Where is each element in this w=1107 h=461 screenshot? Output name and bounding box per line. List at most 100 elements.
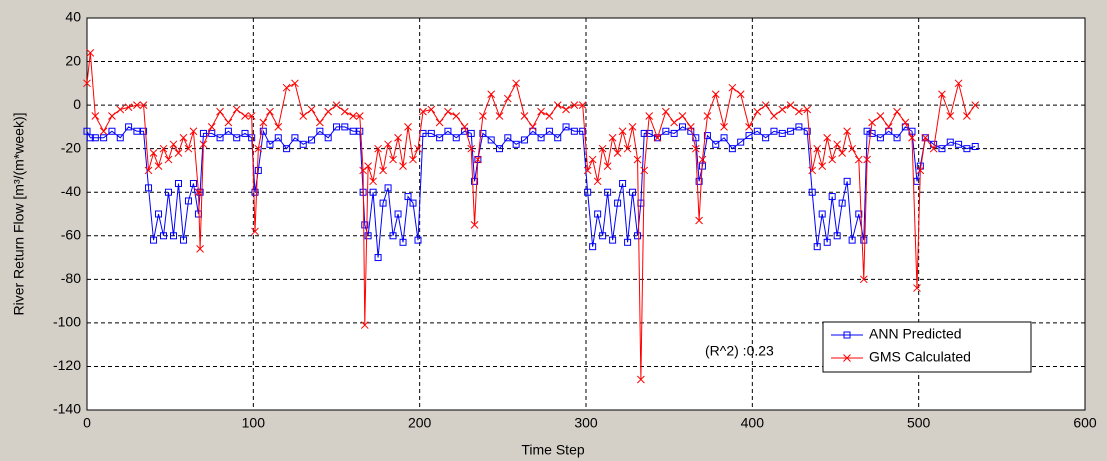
marker (634, 232, 642, 240)
marker (808, 166, 817, 175)
marker (452, 134, 460, 142)
marker (444, 107, 452, 116)
marker (913, 284, 921, 292)
marker (599, 232, 607, 240)
y-tick-label: -140 (53, 401, 81, 417)
marker (728, 83, 737, 92)
marker (893, 107, 901, 116)
marker (399, 162, 407, 170)
marker (259, 127, 267, 135)
marker (645, 129, 653, 137)
marker (324, 134, 332, 142)
marker (653, 133, 662, 142)
marker (963, 145, 971, 153)
marker (854, 155, 863, 164)
marker (570, 127, 578, 135)
marker (125, 123, 133, 131)
marker (711, 90, 720, 99)
marker (248, 134, 256, 142)
marker (623, 144, 632, 153)
marker (356, 127, 364, 135)
x-axis-label: Time Step (521, 442, 584, 458)
marker (971, 142, 979, 150)
marker (216, 134, 224, 142)
marker (184, 144, 193, 153)
marker (613, 149, 622, 157)
marker (145, 184, 153, 192)
marker (614, 199, 622, 207)
marker (813, 144, 822, 153)
marker (241, 112, 249, 120)
marker (361, 221, 369, 229)
marker (618, 127, 627, 136)
marker (808, 188, 816, 196)
marker (876, 112, 885, 120)
y-tick-label: 0 (73, 96, 81, 112)
marker (436, 134, 444, 142)
marker (184, 197, 192, 205)
marker (487, 90, 496, 99)
marker (394, 210, 402, 218)
marker (686, 123, 695, 131)
marker (189, 180, 197, 188)
marker (691, 144, 700, 153)
marker (828, 155, 837, 164)
legend-label: GMS Calculated (869, 349, 971, 365)
y-tick-label: -120 (53, 357, 81, 373)
marker (467, 144, 476, 153)
marker (637, 375, 645, 384)
marker (154, 162, 163, 170)
marker (818, 162, 827, 170)
marker (282, 83, 291, 92)
marker (554, 134, 562, 142)
marker (216, 107, 224, 116)
marker (487, 136, 495, 144)
marker (384, 184, 392, 192)
marker (589, 243, 597, 251)
marker (609, 236, 617, 244)
marker (885, 127, 893, 135)
y-tick-label: -80 (61, 270, 81, 286)
marker (661, 107, 670, 116)
marker (251, 227, 259, 236)
marker (274, 134, 282, 142)
marker (770, 127, 778, 135)
marker (86, 48, 95, 57)
legend-marker (843, 331, 851, 339)
marker (916, 166, 925, 175)
marker (355, 112, 364, 120)
annotation: (R^2) :0.23 (705, 343, 774, 359)
marker (786, 101, 795, 109)
marker (593, 177, 602, 186)
marker (196, 244, 204, 253)
marker (929, 144, 938, 153)
marker (695, 177, 703, 185)
marker (512, 140, 520, 148)
marker (254, 144, 263, 153)
marker (399, 238, 407, 246)
marker (645, 112, 654, 120)
marker (795, 123, 803, 131)
marker (349, 112, 357, 120)
y-tick-label: -100 (53, 314, 81, 330)
marker (389, 232, 397, 240)
marker (737, 138, 745, 146)
marker (232, 105, 241, 114)
marker (504, 134, 512, 142)
marker (174, 180, 182, 188)
marker (332, 101, 341, 109)
y-tick-label: 40 (65, 9, 81, 25)
marker (444, 127, 452, 135)
marker (341, 123, 349, 131)
marker (662, 127, 670, 135)
marker (474, 155, 482, 164)
marker (379, 166, 387, 175)
marker (604, 188, 612, 196)
marker (116, 105, 125, 114)
marker (833, 140, 842, 149)
marker (241, 129, 249, 137)
marker (838, 149, 847, 157)
marker (409, 199, 417, 207)
marker (207, 123, 216, 131)
